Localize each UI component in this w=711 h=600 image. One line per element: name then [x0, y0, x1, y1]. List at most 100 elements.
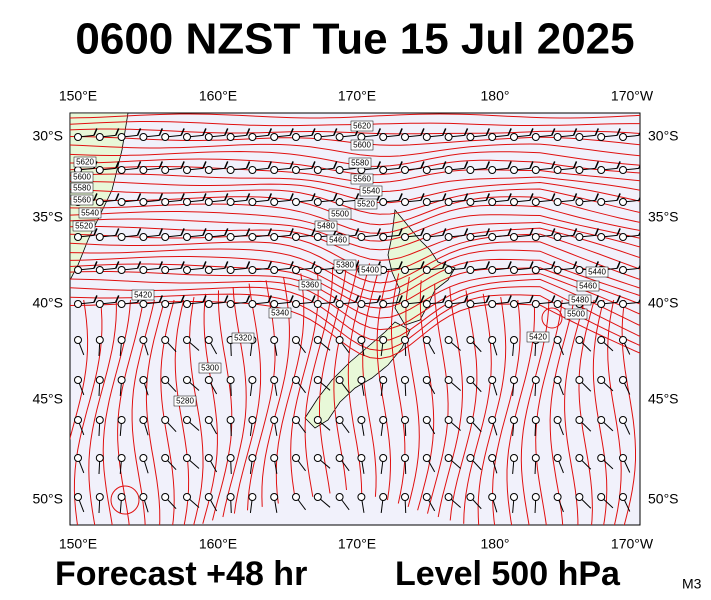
station [292, 133, 300, 141]
barb-feather [289, 261, 294, 269]
contour-label: 5560 [73, 196, 91, 205]
barb-feather [420, 228, 425, 236]
barb-feather [158, 161, 164, 169]
lon-label: 160°E [199, 88, 237, 104]
barb-feather [485, 161, 491, 169]
station [641, 417, 648, 424]
station [531, 266, 540, 274]
station [74, 493, 82, 501]
barb-feather [507, 295, 512, 303]
station [641, 199, 648, 206]
contour-label: 5320 [234, 334, 252, 343]
station [204, 133, 213, 141]
station [422, 336, 431, 344]
station [597, 198, 606, 206]
station [313, 166, 322, 174]
barb-feather [572, 161, 578, 169]
station [226, 233, 235, 241]
station [313, 493, 322, 501]
station [597, 300, 606, 308]
station [117, 416, 126, 424]
station [95, 336, 104, 344]
station [95, 233, 104, 241]
station [248, 454, 257, 462]
station [117, 493, 126, 501]
barb-feather [115, 161, 120, 169]
barb-feather [180, 161, 185, 169]
barb-feather [463, 128, 469, 136]
barb-feather [245, 161, 251, 169]
station [270, 336, 279, 344]
station [553, 198, 562, 206]
contour-label-box [70, 182, 94, 194]
barb-feather [442, 193, 447, 201]
barb-feather [311, 295, 316, 303]
station [117, 198, 126, 206]
lat-label: 35°S [648, 209, 679, 225]
station [117, 266, 126, 274]
station [313, 266, 322, 274]
station [95, 166, 104, 174]
station [575, 166, 584, 174]
contour-label: 5580 [73, 184, 91, 193]
station [531, 376, 540, 384]
station [335, 376, 344, 384]
station [531, 133, 540, 141]
contour [70, 180, 640, 204]
station [510, 454, 518, 462]
barb-feather [616, 261, 621, 269]
station [379, 233, 388, 241]
barb-feather [551, 261, 556, 269]
barb-feather [267, 295, 273, 303]
station [575, 198, 584, 206]
station [510, 416, 518, 424]
station [183, 233, 191, 241]
station [335, 493, 344, 501]
contour [70, 271, 640, 319]
station [553, 493, 562, 501]
station [466, 454, 475, 462]
station [204, 198, 213, 206]
barb-feather [507, 128, 512, 136]
station [183, 416, 191, 424]
lon-label: 170°W [611, 536, 654, 552]
barb-feather [93, 193, 98, 201]
station [270, 198, 279, 206]
station [597, 166, 606, 174]
station [466, 133, 475, 141]
station [444, 300, 453, 308]
contour-label-box [350, 139, 374, 151]
barb-feather [616, 228, 621, 236]
station [575, 233, 584, 241]
station [248, 133, 257, 141]
station [575, 133, 584, 141]
station [510, 376, 518, 384]
station [270, 416, 279, 424]
lon-label: 170°W [611, 88, 654, 104]
station [401, 166, 409, 174]
barb-feather [507, 261, 512, 269]
barb-feather [485, 228, 491, 236]
station [510, 493, 518, 501]
station [204, 233, 213, 241]
barb-feather [572, 193, 578, 201]
contour-label: 5600 [353, 141, 371, 150]
station [553, 300, 562, 308]
station [139, 376, 148, 384]
barb-feather [180, 228, 185, 236]
contour-label-box [576, 280, 600, 292]
barb-feather [267, 261, 273, 269]
contour-label-box [198, 362, 222, 374]
station [74, 266, 82, 274]
station [117, 300, 126, 308]
station [335, 133, 344, 141]
station [292, 266, 300, 274]
barb-feather [333, 161, 338, 169]
contour-label-box [326, 234, 350, 246]
model-label: M3 [682, 576, 702, 592]
station [335, 336, 344, 344]
station [553, 336, 562, 344]
barb-feather [202, 295, 207, 303]
station [553, 233, 562, 241]
station [422, 416, 431, 424]
